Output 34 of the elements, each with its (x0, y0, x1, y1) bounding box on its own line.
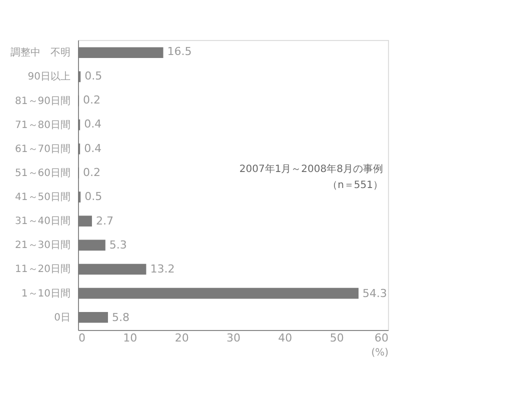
data-label: 0.4 (84, 142, 102, 155)
data-label: 0.5 (84, 190, 102, 204)
y-tick-label: 71～80日間 (15, 120, 70, 131)
data-label: 0.4 (84, 118, 102, 131)
data-label: 0.2 (83, 93, 101, 106)
y-tick-label: 11～20日間 (15, 264, 70, 276)
y-tick-label: 0日 (54, 312, 70, 324)
y-tick-label: 1～10日間 (21, 288, 70, 300)
data-label: 16.5 (167, 45, 192, 58)
data-label: 0.5 (84, 69, 102, 82)
data-label: 13.2 (150, 262, 175, 276)
data-label: 5.8 (112, 310, 130, 324)
x-tick-label: 60 (374, 332, 388, 344)
data-label: 54.3 (362, 286, 388, 300)
annotation: （n＝551） (328, 180, 383, 191)
data-label: 2.7 (96, 214, 114, 228)
x-tick-label: 10 (123, 332, 138, 344)
annotation: 2007年1月～2008年8月の事例 (239, 162, 383, 175)
x-axis-title: (%) (371, 348, 389, 358)
y-tick-label: 90日以上 (28, 70, 70, 83)
y-tick-label: 調整中 不明 (10, 46, 70, 59)
x-tick-label: 50 (330, 332, 344, 344)
x-tick-label: 20 (174, 332, 189, 344)
y-tick-label: 41～50日間 (15, 192, 70, 204)
y-tick-label: 31～40日間 (15, 216, 70, 228)
y-tick-label: 61～70日間 (15, 144, 70, 155)
y-tick-label: 81～90日間 (15, 96, 70, 107)
y-tick-label: 21～30日間 (15, 240, 70, 252)
data-label: 5.3 (109, 238, 127, 252)
x-tick-label: 0 (78, 332, 86, 344)
data-label: 0.2 (83, 166, 101, 179)
y-tick-label: 51～60日間 (15, 168, 70, 179)
x-tick-label: 40 (278, 332, 292, 344)
x-tick-label: 30 (226, 332, 240, 344)
